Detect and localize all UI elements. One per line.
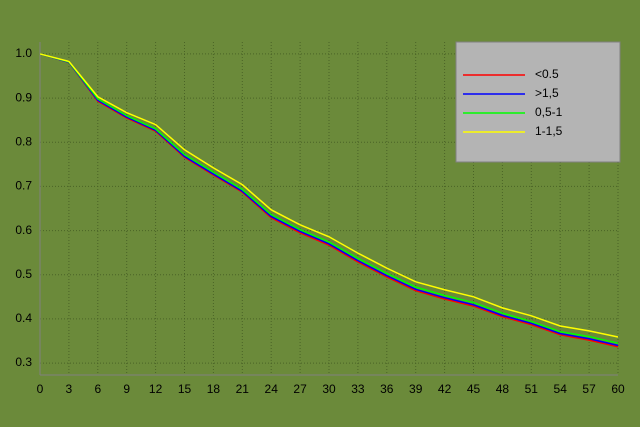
- x-tick-label: 9: [123, 382, 130, 396]
- x-tick-label: 3: [66, 382, 73, 396]
- y-tick-label: 0.3: [15, 355, 32, 369]
- legend-box: [455, 41, 621, 163]
- y-tick-label: 0.4: [15, 311, 32, 325]
- y-tick-label: 0.9: [15, 90, 32, 104]
- x-tick-label: 51: [525, 382, 539, 396]
- legend-label: <0.5: [535, 67, 559, 81]
- x-tick-label: 39: [409, 382, 423, 396]
- x-tick-label: 45: [467, 382, 481, 396]
- x-tick-label: 30: [322, 382, 336, 396]
- x-tick-label: 24: [265, 382, 279, 396]
- x-tick-label: 57: [582, 382, 596, 396]
- legend-label: 0,5-1: [535, 105, 563, 119]
- x-tick-label: 36: [380, 382, 394, 396]
- y-tick-label: 0.6: [15, 223, 32, 237]
- x-tick-label: 6: [94, 382, 101, 396]
- series-line: [39, 53, 619, 338]
- x-tick-label: 60: [611, 382, 625, 396]
- series-line: [39, 53, 619, 348]
- x-tick-label: 27: [293, 382, 307, 396]
- x-tick-label: 33: [351, 382, 365, 396]
- legend-label: 1-1,5: [535, 124, 563, 138]
- x-tick-label: 48: [496, 382, 510, 396]
- series-line: [39, 53, 619, 344]
- series-line: [39, 53, 619, 347]
- y-tick-label: 1.0: [15, 46, 32, 60]
- x-tick-label: 12: [149, 382, 163, 396]
- x-tick-label: 0: [37, 382, 44, 396]
- x-tick-label: 54: [554, 382, 568, 396]
- y-tick-label: 0.7: [15, 179, 32, 193]
- x-tick-label: 15: [178, 382, 192, 396]
- x-tick-label: 18: [207, 382, 221, 396]
- y-tick-label: 0.5: [15, 267, 32, 281]
- legend-label: >1,5: [535, 86, 559, 100]
- y-tick-label: 0.8: [15, 134, 32, 148]
- x-tick-label: 42: [438, 382, 452, 396]
- x-tick-label: 21: [236, 382, 250, 396]
